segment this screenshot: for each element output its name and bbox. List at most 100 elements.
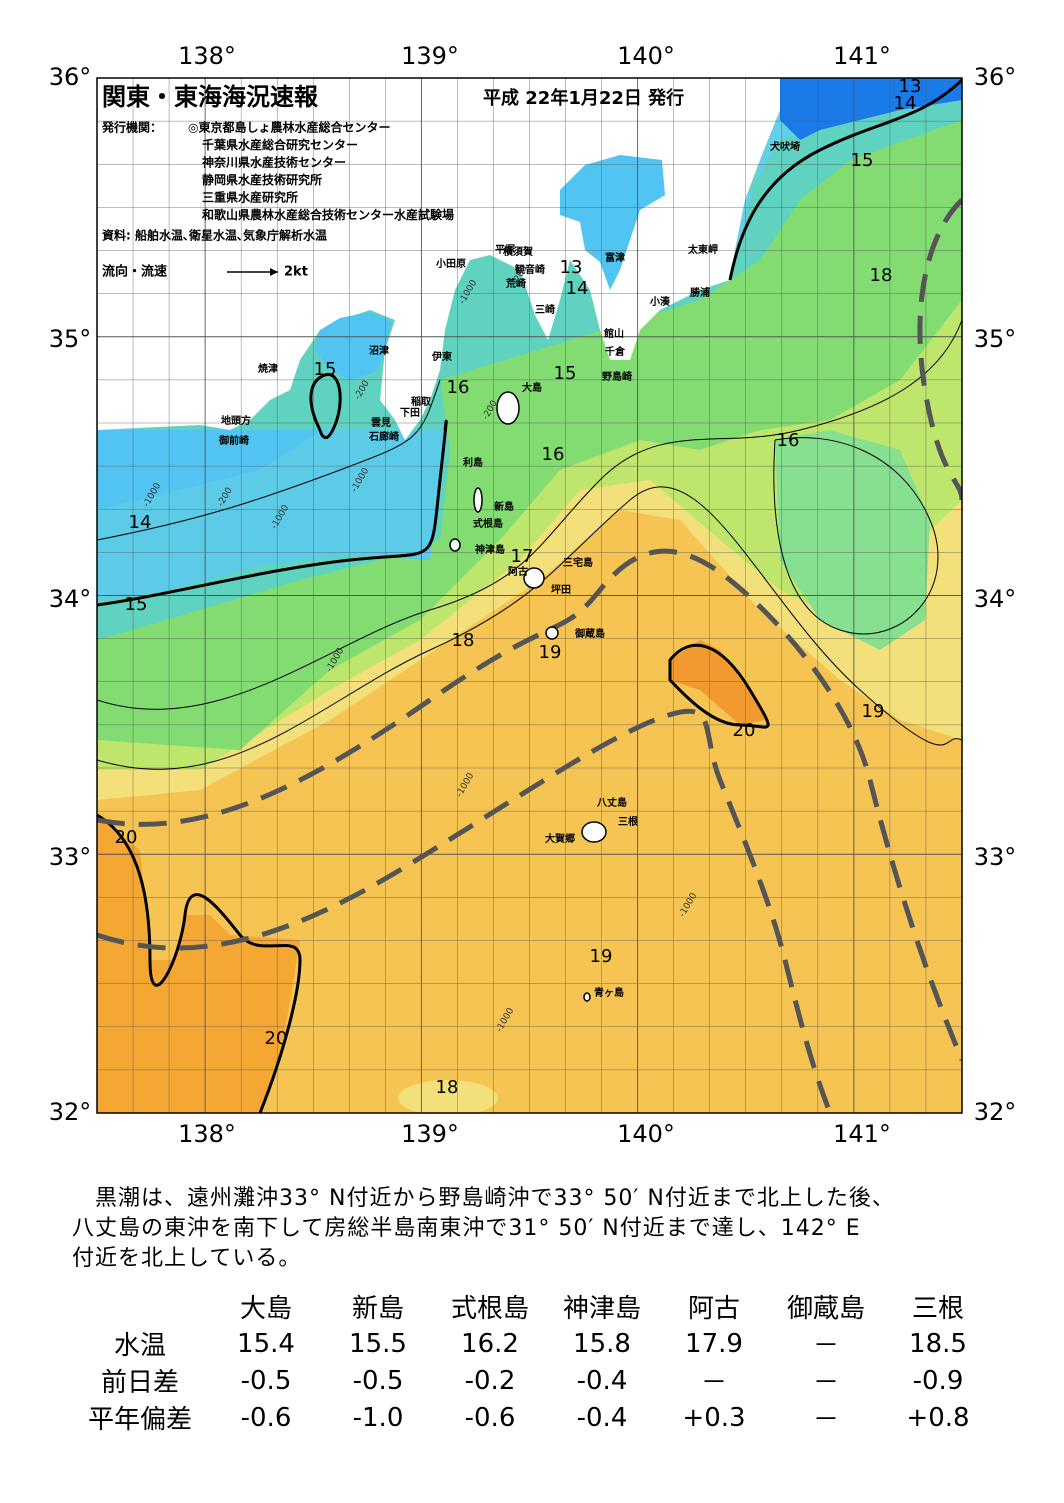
isotherm-label: 15 [314, 359, 337, 380]
place-name: 三崎 [535, 303, 555, 316]
place-name: 太東岬 [687, 243, 718, 256]
column-header: 阿古 [687, 1294, 740, 1324]
place-name: 沼津 [369, 344, 389, 357]
place-name: 勝浦 [690, 286, 710, 299]
place-name: 焼津 [258, 362, 278, 375]
isotherm-label: 15 [125, 594, 148, 615]
place-name: 新島 [494, 500, 514, 513]
grid [97, 78, 962, 1113]
island [496, 391, 520, 425]
table-cell: 15.8 [573, 1328, 631, 1359]
place-name: 犬吠埼 [770, 140, 800, 153]
table-cell: -0.2 [464, 1365, 516, 1396]
table-cell: -0.4 [576, 1365, 628, 1396]
island [583, 992, 591, 1002]
row-label: 水温 [113, 1331, 166, 1361]
place-name: 館山 [603, 327, 624, 340]
table-cell: -0.6 [464, 1402, 516, 1433]
lat-label: 32° [49, 1098, 92, 1126]
lon-label: 139° [401, 42, 459, 70]
isotherm-label: 20 [733, 720, 756, 741]
issuer: 千葉県水産総合研究センター [202, 137, 358, 152]
place-name: 観音崎 [515, 263, 545, 276]
isotherm-label: 15 [554, 363, 577, 384]
table-cell: 17.9 [685, 1328, 743, 1359]
isotherm [97, 319, 962, 710]
place-name: 八丈島 [596, 796, 627, 809]
lon-label: 138° [178, 1120, 236, 1148]
data-source: 資料: 船舶水温､衛星水温､気象庁解析水温 [102, 228, 327, 243]
island [449, 538, 461, 552]
place-name: 式根島 [473, 517, 503, 530]
isotherm-label: 14 [894, 93, 917, 114]
place-name: 富津 [605, 251, 625, 264]
isotherm-label: 18 [870, 265, 893, 286]
place-name: 伊東 [431, 350, 452, 363]
table-cell: -0.4 [576, 1402, 628, 1433]
place-name: 青ヶ島 [594, 986, 624, 999]
isotherm-label: 13 [560, 257, 583, 278]
lon-label: 140° [617, 42, 675, 70]
isotherm-label: 14 [129, 512, 152, 533]
table-cell: － [812, 1368, 839, 1398]
place-name: 坪田 [551, 583, 571, 596]
place-name: 下田 [400, 407, 420, 419]
isotherm-label: 18 [452, 630, 475, 651]
isotherm-label: 16 [542, 444, 565, 465]
isotherm-label: 16 [777, 430, 800, 451]
issuer-label: 発行機関： [101, 120, 162, 135]
table-cell: -1.0 [352, 1402, 404, 1433]
place-name: 御蔵島 [574, 627, 605, 640]
table-cell: － [812, 1331, 839, 1361]
isotherm [668, 643, 770, 729]
corner [70, 1288, 210, 1325]
place-name: 荒崎 [505, 277, 526, 290]
table-cell: 15.5 [349, 1328, 407, 1359]
isotherm [728, 78, 962, 281]
isotherm [97, 813, 302, 1113]
island [473, 487, 483, 513]
lat-label: 35° [974, 325, 1017, 353]
column-header: 三根 [911, 1294, 964, 1324]
place-name: 平塚 [495, 243, 515, 256]
issuer: ◎東京都島しょ農林水産総合センター [188, 120, 390, 135]
table-cell: -0.5 [352, 1365, 404, 1396]
paragraph-line: 付近を北上している。 [72, 1246, 302, 1271]
isotherm [773, 437, 939, 635]
lon-label: 141° [833, 42, 891, 70]
sea [97, 78, 962, 1113]
paragraph-line: 八丈島の東沖を南下して房総半島南東沖で31° 50′ N付近まで達し、142° … [72, 1216, 861, 1241]
lat-label: 35° [49, 325, 92, 353]
place-name: 稲取 [411, 395, 432, 408]
isotherm [309, 373, 342, 440]
lat-label: 34° [49, 585, 92, 613]
isotherm-label: 19 [590, 946, 613, 967]
legend-scale: 2kt [284, 265, 308, 280]
lat-label: 36° [974, 63, 1017, 91]
isotherm-label: 15 [851, 150, 874, 171]
place-name: 利島 [463, 456, 483, 469]
table-cell: 18.5 [909, 1328, 967, 1359]
isotherm-label: 18 [436, 1077, 459, 1098]
data-table: 大島 新島 式根島 神津島 阿古 御蔵島 三根 水温 15.4 15.5 16.2 15.8 17.9 －… [70, 1288, 994, 1436]
island [545, 626, 559, 640]
table-row: 前日差 -0.5 -0.5 -0.2 -0.4 － － -0.9 [70, 1362, 994, 1399]
map-title: 関東・東海海況速報 [102, 83, 319, 111]
isotherm-label: 20 [115, 827, 138, 848]
header-row: 大島 新島 式根島 神津島 阿古 御蔵島 三根 [70, 1288, 994, 1325]
place-name: 神津島 [475, 543, 505, 556]
place-name: 野島崎 [602, 370, 632, 383]
lon-label: 140° [617, 1120, 675, 1148]
island [523, 567, 545, 589]
isotherm-label: 17 [511, 546, 534, 567]
isotherm-label: 13 [899, 76, 922, 97]
isotherm-label: 19 [539, 642, 562, 663]
lat-label: 36° [49, 63, 92, 91]
lat-label: 32° [974, 1098, 1017, 1126]
isotherm-label: 16 [447, 377, 470, 398]
lat-label: 34° [974, 585, 1017, 613]
kuroshio-axis [97, 548, 962, 1061]
row-label: 平年偏差 [87, 1405, 192, 1435]
isotherm-label: 19 [862, 701, 885, 722]
